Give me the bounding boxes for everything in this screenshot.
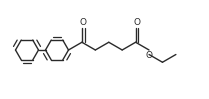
- Text: O: O: [145, 51, 153, 60]
- Text: O: O: [80, 18, 87, 27]
- Text: O: O: [134, 18, 140, 27]
